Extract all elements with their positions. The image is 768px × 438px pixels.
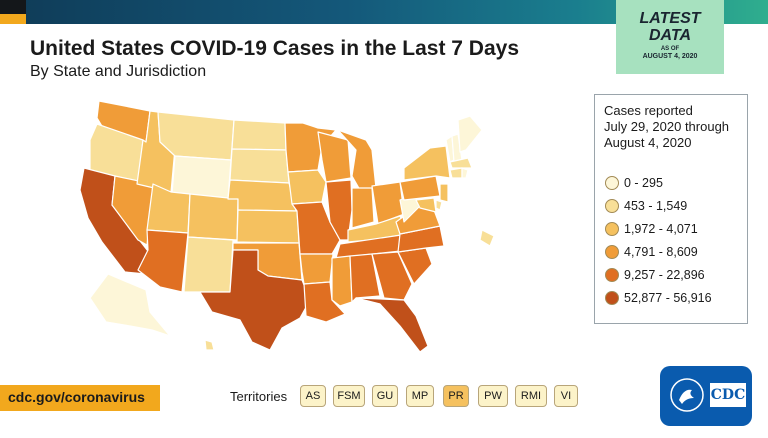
legend-swatch [605,199,619,213]
state-ms[interactable] [331,255,353,307]
legend-item: 0 - 295 [605,175,663,191]
cdc-logo-text: CDC [710,383,746,407]
state-ct[interactable] [449,167,463,179]
badge-line-date: AUGUST 4, 2020 [642,53,698,60]
legend-title: Cases reported July 29, 2020 through Aug… [604,103,729,151]
legend-swatch [605,291,619,305]
legend-item: 52,877 - 56,916 [605,290,712,306]
cdc-logo[interactable]: CDC [660,366,752,426]
legend-label: 52,877 - 56,916 [624,291,712,305]
badge-line-latest: LATEST [639,10,701,27]
badge-line-as-of: AS OF [660,46,680,52]
state-me[interactable] [457,115,483,153]
territory-pr-map[interactable] [479,229,495,247]
state-al[interactable] [349,253,381,303]
legend-item: 4,791 - 8,609 [605,244,698,260]
territories-label: Territories [230,389,288,404]
legend-title-line: July 29, 2020 through [604,119,730,134]
legend-box: Cases reported July 29, 2020 through Aug… [594,94,748,324]
legend-label: 9,257 - 22,896 [624,268,705,282]
state-sd[interactable] [229,148,290,184]
state-ia[interactable] [287,169,327,205]
territory-gu[interactable]: GU [372,385,398,407]
legend-swatch [605,222,619,236]
state-tx[interactable] [199,249,311,351]
territory-pw[interactable]: PW [478,385,508,407]
state-nj[interactable] [439,183,449,203]
legend-item: 9,257 - 22,896 [605,267,705,283]
state-mo[interactable] [291,201,341,255]
cdc-url-link[interactable]: cdc.gov/coronavirus [8,389,145,405]
territory-mp[interactable]: MP [406,385,434,407]
territory-pr[interactable]: PR [443,385,469,407]
state-ks[interactable] [236,209,300,244]
state-hi[interactable] [204,339,215,351]
state-de[interactable] [435,199,443,211]
hhs-seal-icon [670,378,704,412]
legend-title-line: August 4, 2020 [604,135,692,150]
state-fl[interactable] [355,297,429,353]
state-ak[interactable] [89,273,171,337]
state-nd[interactable] [231,119,287,151]
state-co[interactable] [187,193,239,241]
legend-label: 0 - 295 [624,176,663,190]
state-nm[interactable] [183,236,234,293]
legend-swatch [605,245,619,259]
top-banner-accent-gold [0,14,26,24]
page-title: United States COVID-19 Cases in the Last… [30,37,519,60]
state-la[interactable] [303,281,346,323]
url-banner[interactable]: cdc.gov/coronavirus [0,385,160,411]
page-subtitle: By State and Jurisdiction [30,63,207,80]
state-md[interactable] [415,197,437,213]
legend-swatch [605,268,619,282]
latest-data-badge: LATEST DATA AS OF AUGUST 4, 2020 [616,0,724,74]
territory-vi[interactable]: VI [554,385,578,407]
territory-rmi[interactable]: RMI [515,385,547,407]
territory-fsm[interactable]: FSM [333,385,365,407]
legend-label: 1,972 - 4,071 [624,222,698,236]
legend-item: 1,972 - 4,071 [605,221,698,237]
legend-title-line: Cases reported [604,103,693,118]
legend-label: 4,791 - 8,609 [624,245,698,259]
legend-swatch [605,176,619,190]
legend-label: 453 - 1,549 [624,199,688,213]
state-ne[interactable] [227,179,297,212]
legend-item: 453 - 1,549 [605,198,687,214]
state-ma[interactable] [449,157,473,169]
state-ga[interactable] [371,251,413,301]
state-in[interactable] [351,187,375,229]
state-ar[interactable] [299,253,334,285]
state-wi[interactable] [317,131,352,183]
state-ny[interactable] [403,145,451,181]
badge-line-data: DATA [648,27,692,44]
state-ri[interactable] [461,167,469,179]
territory-as[interactable]: AS [300,385,326,407]
